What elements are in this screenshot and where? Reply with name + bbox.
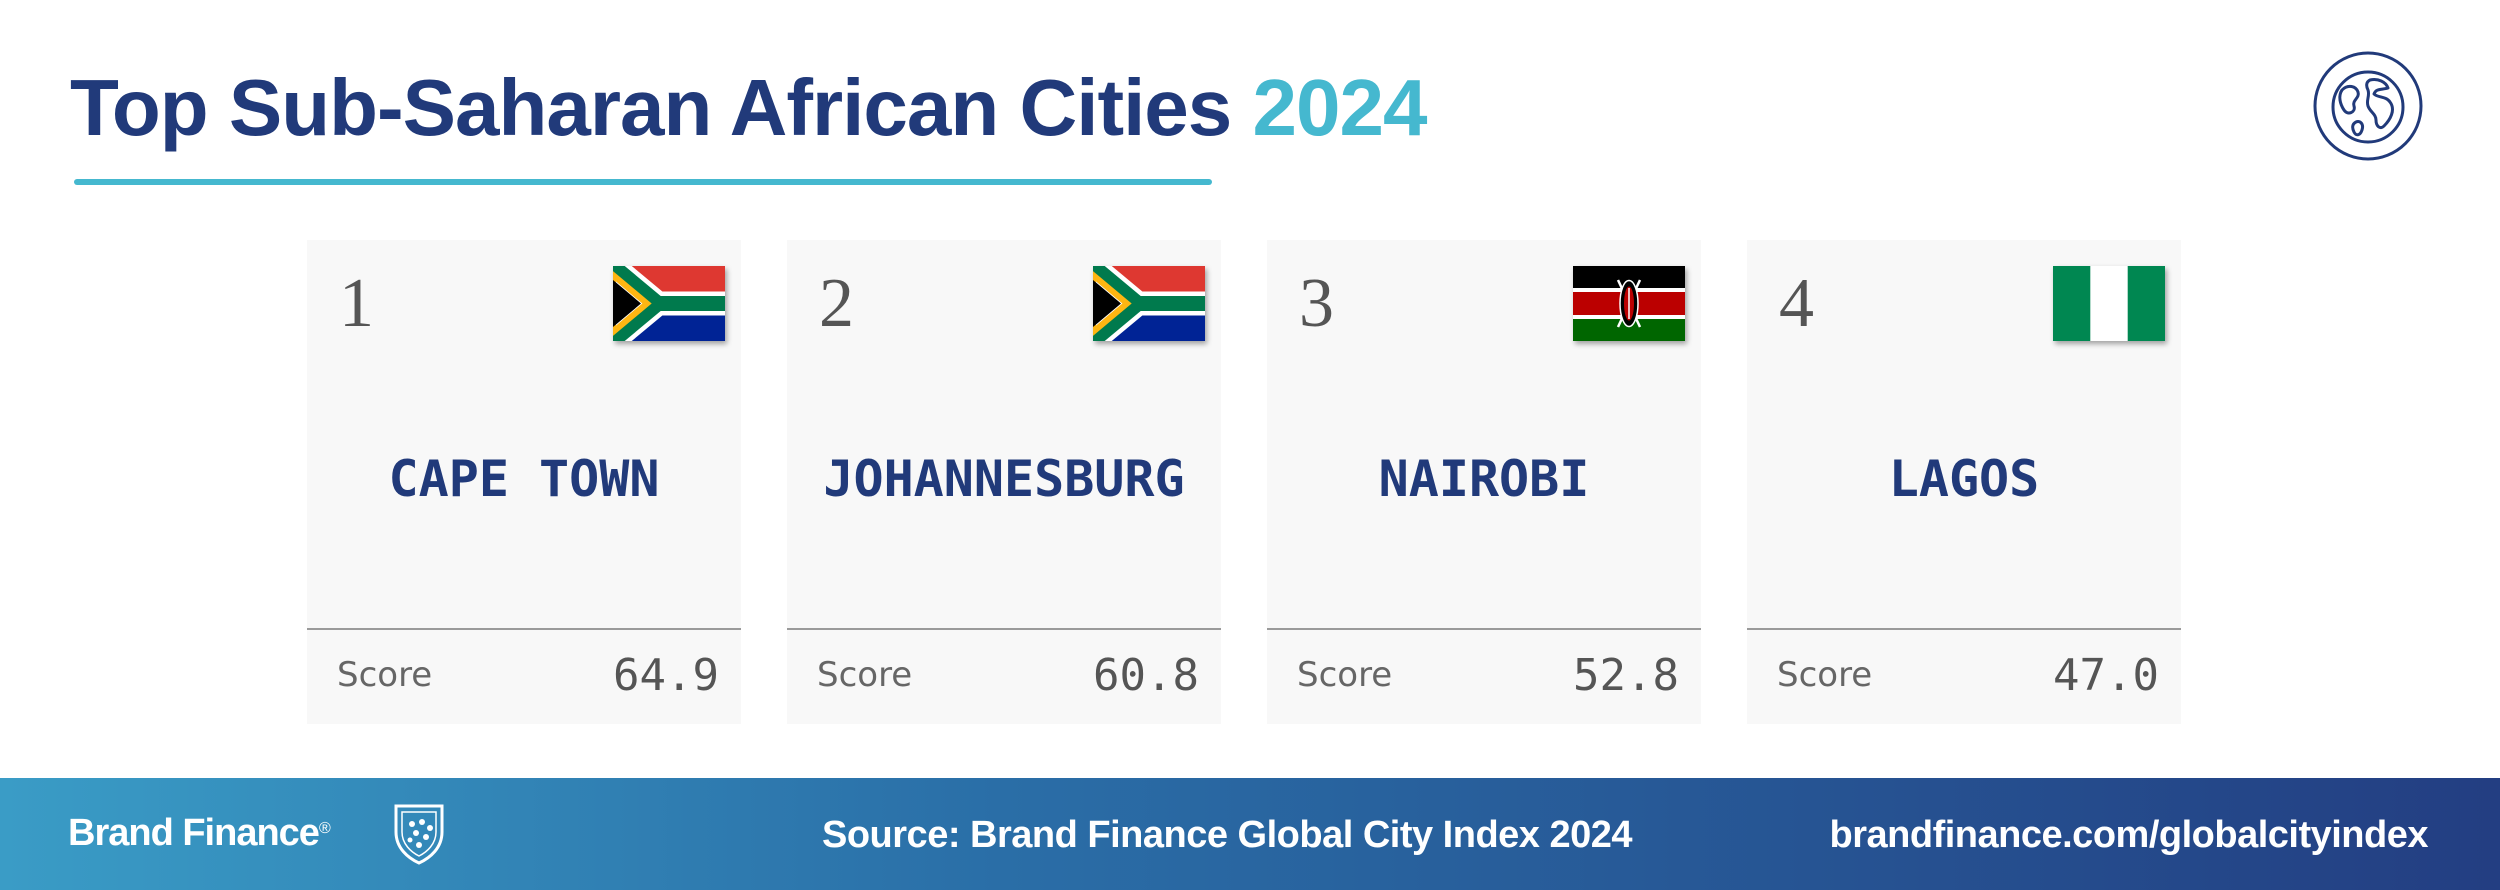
shield-crest-icon xyxy=(394,804,444,865)
card-score-label: Score xyxy=(817,655,913,695)
nigeria-flag-icon xyxy=(2053,266,2165,341)
card-rank: 4 xyxy=(1779,265,1814,342)
card-rank: 3 xyxy=(1299,265,1334,342)
city-cards: 1 CAPE TOWN Score 64.9 2 xyxy=(307,240,2181,724)
globe-icon xyxy=(2313,51,2423,161)
south-africa-flag-icon xyxy=(613,266,725,341)
brand-finance-logo[interactable]: Brand Finance® xyxy=(68,808,331,858)
kenya-flag-icon xyxy=(1573,266,1685,341)
logo-registered-mark: ® xyxy=(318,820,331,837)
card-divider xyxy=(1267,628,1701,630)
card-score-value: 52.8 xyxy=(1573,650,1679,701)
card-divider xyxy=(307,628,741,630)
city-card-1: 1 CAPE TOWN Score 64.9 xyxy=(307,240,741,724)
card-score-value: 47.0 xyxy=(2053,650,2159,701)
title-text: Top Sub-Saharan African Cities xyxy=(70,63,1232,152)
city-card-4: 4 LAGOS Score 47.0 xyxy=(1747,240,2181,724)
card-score-label: Score xyxy=(1777,655,1873,695)
card-city-name: CAPE TOWN xyxy=(388,450,660,508)
title-year: 2024 xyxy=(1252,63,1428,152)
card-score-value: 60.8 xyxy=(1093,650,1199,701)
card-score-label: Score xyxy=(1297,655,1393,695)
card-city-name: LAGOS xyxy=(1888,450,2040,508)
card-rank: 1 xyxy=(339,265,374,342)
card-city-name: JOHANNESBURG xyxy=(823,450,1185,508)
title-underline xyxy=(74,179,1212,185)
city-card-2: 2 JOHANNESBURG Score 60.8 xyxy=(787,240,1221,724)
city-card-3: 3 NAIROBI Score 52.8 xyxy=(1267,240,1701,724)
card-score-label: Score xyxy=(337,655,433,695)
card-divider xyxy=(787,628,1221,630)
card-rank: 2 xyxy=(819,265,854,342)
source-text: Source: Brand Finance Global City Index … xyxy=(822,814,1633,856)
page-title: Top Sub-Saharan African Cities 2024 xyxy=(70,58,1427,158)
website-link[interactable]: brandfinance.com/globalcityindex xyxy=(1829,814,2429,856)
card-divider xyxy=(1747,628,2181,630)
card-score-value: 64.9 xyxy=(613,650,719,701)
card-city-name: NAIROBI xyxy=(1378,450,1590,508)
south-africa-flag-icon xyxy=(1093,266,1205,341)
logo-text: Brand Finance xyxy=(68,812,320,854)
footer-bar: Brand Finance® Source: Brand Finance Glo… xyxy=(0,778,2500,890)
